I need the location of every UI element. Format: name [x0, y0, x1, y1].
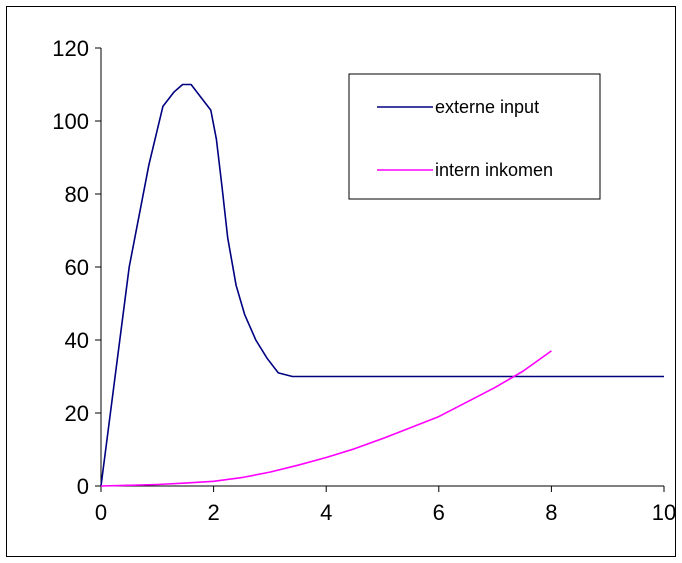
- chart-frame: 0 20 40 60 80 100 120 0 2 4 6 8 10 externe input inte…: [6, 6, 676, 557]
- y-tick-label: 60: [65, 255, 89, 280]
- legend-label: externe input: [435, 97, 539, 117]
- legend: externe input intern inkomen: [348, 73, 601, 200]
- series-line-intern-inkomen: [100, 350, 552, 487]
- legend-label: intern inkomen: [435, 160, 553, 180]
- x-tick-label: 8: [545, 500, 557, 525]
- x-tick-label: 0: [95, 500, 107, 525]
- y-tick-label: 100: [52, 109, 89, 134]
- legend-box: [348, 73, 601, 200]
- axes: 0 20 40 60 80 100 120 0 2 4 6 8 10: [52, 36, 676, 525]
- x-tick-label: 4: [320, 500, 332, 525]
- series-layer: [100, 83, 664, 487]
- series-line-externe-input: [100, 83, 664, 487]
- y-tick-label: 40: [65, 328, 89, 353]
- x-tick-label: 2: [207, 500, 219, 525]
- y-tick-label: 0: [77, 474, 89, 499]
- y-tick-label: 80: [65, 182, 89, 207]
- x-tick-label: 6: [433, 500, 445, 525]
- y-tick-label: 120: [52, 36, 89, 61]
- line-chart: 0 20 40 60 80 100 120 0 2 4 6 8 10 externe input inte…: [6, 6, 676, 557]
- x-tick-label: 10: [652, 500, 676, 525]
- y-tick-label: 20: [65, 401, 89, 426]
